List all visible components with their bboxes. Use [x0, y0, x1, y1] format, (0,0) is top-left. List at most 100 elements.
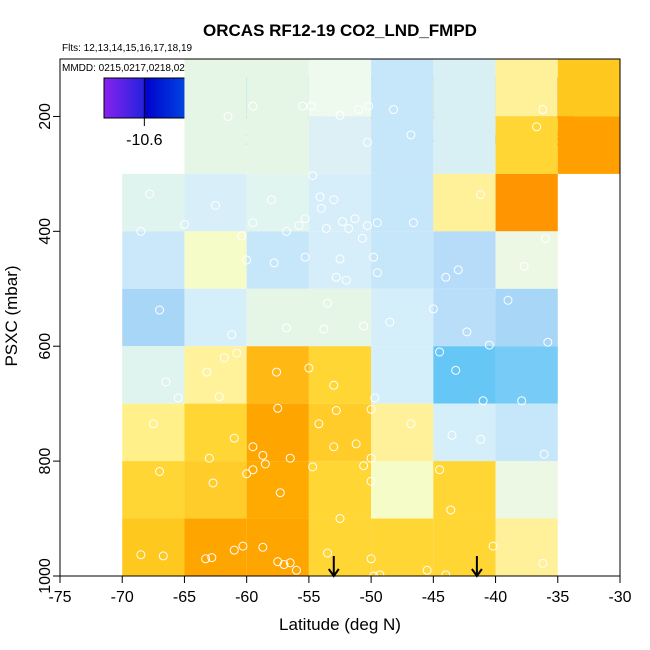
data-point [158, 551, 168, 561]
heatmap-cell [495, 288, 558, 347]
heatmap-cell [246, 59, 309, 174]
heatmap-cell [557, 59, 620, 117]
heatmap-cell [308, 461, 372, 519]
heatmap-cell [308, 231, 372, 289]
heatmap-cell [122, 518, 185, 576]
data-point [267, 195, 277, 205]
heatmap-cell [433, 231, 496, 289]
heatmap-cell [122, 403, 185, 462]
y-tick-label: 600 [37, 333, 54, 360]
data-point [319, 324, 329, 334]
data-point [281, 226, 291, 236]
x-tick-label: -50 [360, 589, 383, 606]
data-point [306, 101, 316, 111]
data-point [229, 433, 239, 443]
data-point [478, 396, 488, 406]
data-point [281, 323, 291, 333]
data-point [488, 541, 498, 551]
data-point [294, 221, 304, 231]
data-point [248, 442, 258, 452]
x-tick-label: -60 [235, 589, 258, 606]
data-point [503, 295, 513, 305]
colorbar-tick-label: -10.6 [126, 132, 163, 149]
x-axis-label: Latitude (deg N) [279, 615, 401, 634]
data-point [408, 218, 418, 228]
dates-label: MMDD: 0215,0217,0218,0219,0222,0224,0225… [62, 63, 297, 74]
data-point [538, 105, 548, 115]
data-point [248, 465, 258, 475]
heatmap-cell [184, 403, 247, 462]
y-tick-label: 200 [37, 103, 54, 130]
data-point [359, 321, 369, 331]
data-point [285, 558, 295, 568]
data-point [517, 396, 527, 406]
data-point [201, 554, 211, 564]
heatmap-cell [308, 288, 372, 347]
heatmap-cell [122, 288, 185, 347]
data-point [145, 189, 155, 199]
data-point [476, 190, 486, 200]
x-tick-label: -40 [484, 589, 507, 606]
x-tick-label: -70 [111, 589, 134, 606]
heatmap-cell [433, 346, 496, 404]
data-point [316, 203, 326, 213]
data-point [369, 252, 379, 262]
data-point [447, 430, 457, 440]
data-point [285, 453, 295, 463]
data-point [446, 505, 456, 515]
data-point [321, 223, 331, 233]
heatmap-cell [246, 403, 309, 462]
data-point [248, 101, 258, 111]
data-point [214, 392, 224, 402]
data-point [242, 255, 252, 265]
heatmap-cell [246, 346, 309, 404]
heatmap-cell [433, 403, 496, 462]
data-point [211, 200, 221, 210]
heatmap-cell [184, 461, 247, 519]
data-point [223, 111, 233, 121]
data-point [341, 275, 351, 285]
data-point [372, 268, 382, 278]
data-point [453, 265, 463, 275]
heatmap-cell [371, 288, 434, 347]
heatmap-cell [371, 461, 434, 519]
data-point [207, 553, 217, 563]
data-point [273, 403, 283, 413]
heatmap-cell [122, 231, 185, 289]
data-point [148, 419, 158, 429]
heatmap-cell [495, 346, 558, 404]
x-tick-label: -55 [297, 589, 320, 606]
heatmap-cell [184, 59, 247, 174]
data-point [155, 305, 165, 315]
heatmap-cell [308, 346, 372, 404]
data-point [366, 476, 376, 486]
data-point [331, 272, 341, 282]
data-point [406, 130, 416, 140]
data-point [219, 353, 229, 363]
heatmap-cells [122, 59, 620, 576]
data-point [532, 122, 542, 132]
heatmap-cell [122, 346, 185, 404]
data-point [258, 542, 268, 552]
heatmap-cell [308, 403, 372, 462]
flights-label: Flts: 12,13,14,15,16,17,18,19 [62, 43, 193, 54]
heatmap-cell [495, 518, 558, 576]
data-point [238, 541, 248, 551]
data-point [406, 419, 416, 429]
data-point [315, 192, 325, 202]
heatmap-cell [433, 518, 496, 576]
heatmap-cell [246, 231, 309, 289]
data-point [462, 327, 472, 337]
data-point [476, 434, 486, 444]
data-point [335, 514, 345, 524]
data-point [329, 195, 339, 205]
heatmap-cell [495, 231, 558, 289]
x-tick-label: -65 [173, 589, 196, 606]
data-point [204, 453, 214, 463]
heatmap-cell [184, 173, 247, 232]
data-point [366, 404, 376, 414]
observation-points [136, 101, 553, 581]
data-point [136, 550, 146, 560]
data-point [357, 233, 367, 243]
